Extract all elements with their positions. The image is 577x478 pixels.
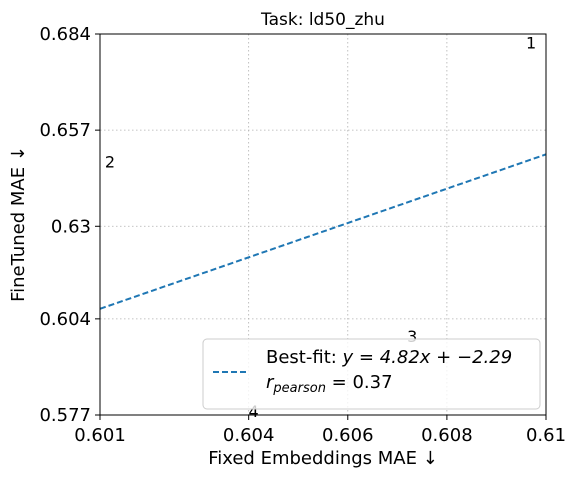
legend-box — [202, 338, 541, 410]
legend-r-label: rpearson = 0.37 — [266, 372, 393, 396]
x-tick-label: 0.61 — [526, 425, 566, 446]
y-tick-label: 0.684 — [39, 24, 91, 45]
fit-line — [99, 153, 547, 310]
point-label-4: 4 — [249, 402, 259, 421]
point-labels: 1 2 3 4 — [105, 33, 536, 421]
ticks: 0.601 0.604 0.606 0.608 0.61 0.684 0.657 0.63 0.… — [39, 24, 566, 446]
legend-r-symbol: r — [266, 372, 275, 393]
legend-fit-prefix: Best-fit: — [266, 347, 343, 368]
x-tick-label: 0.608 — [421, 425, 473, 446]
point-label-3: 3 — [407, 327, 417, 346]
x-tick-label: 0.601 — [74, 425, 126, 446]
point-label-1: 1 — [526, 33, 536, 52]
point-label-2: 2 — [105, 153, 115, 172]
chart-title: Task: ld50_zhu — [260, 10, 385, 30]
fit-line-layer — [99, 153, 547, 310]
legend-fit-label: Best-fit: y = 4.82x + −2.29 — [266, 347, 512, 368]
plot-frame — [99, 33, 547, 416]
x-axis-label: Fixed Embeddings MAE ↓ — [208, 448, 438, 469]
x-tick-label: 0.606 — [322, 425, 374, 446]
y-tick-label: 0.604 — [39, 309, 91, 330]
legend-r-subscript: pearson — [272, 381, 326, 396]
legend-r-value: = 0.37 — [326, 372, 393, 393]
y-tick-label: 0.577 — [39, 405, 91, 426]
y-tick-label: 0.657 — [39, 120, 91, 141]
y-axis-label: FineTuned MAE ↓ — [8, 146, 29, 302]
legend: Best-fit: y = 4.82x + −2.29 rpearson = 0… — [202, 338, 541, 410]
legend-fit-equation: y = 4.82x + −2.29 — [342, 347, 513, 368]
x-tick-label: 0.604 — [223, 425, 275, 446]
y-tick-label: 0.63 — [51, 216, 91, 237]
